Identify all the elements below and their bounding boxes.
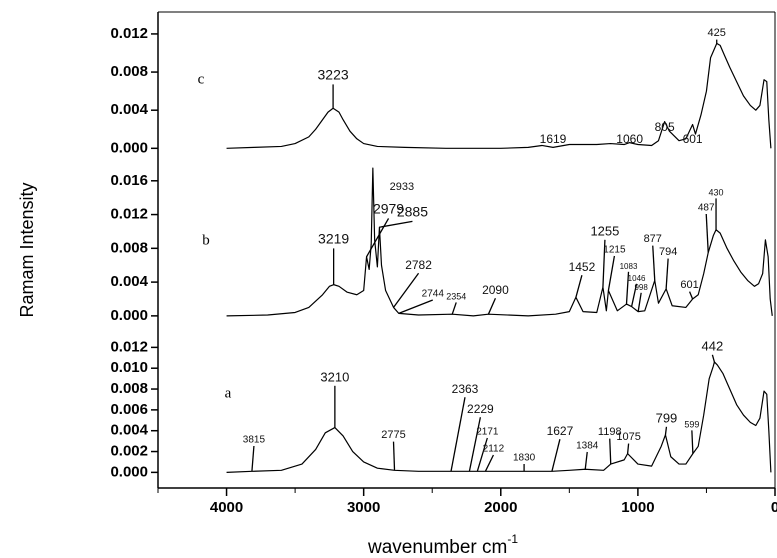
y-tick-label: 0.006 [110, 401, 148, 418]
y-tick-label: 0.004 [110, 273, 148, 290]
peak-label: 2782 [405, 258, 432, 272]
y-tick-label: 0.000 [110, 463, 148, 480]
peak-label: 1075 [616, 431, 640, 443]
y-tick-label: 0.000 [110, 307, 148, 324]
x-axis-title-main: wavenumber cm [367, 537, 507, 558]
x-tick-label: 4000 [210, 499, 243, 516]
peak-label: 805 [655, 120, 675, 134]
peak-label: 2933 [390, 181, 414, 193]
peak-label: 2744 [422, 289, 445, 300]
peak-label: 487 [698, 203, 715, 214]
peak-label: 2112 [483, 444, 505, 455]
y-tick-label: 0.008 [110, 239, 148, 256]
y-tick-label: 0.002 [110, 443, 148, 460]
peak-label: 1627 [547, 424, 574, 438]
peak-label: 2363 [452, 382, 479, 396]
peak-label: 1619 [540, 132, 567, 146]
peak-label: 1046 [628, 274, 646, 283]
peak-label: 2885 [397, 204, 428, 220]
peak-label: 2171 [476, 427, 499, 438]
y-tick-label: 0.016 [110, 172, 148, 189]
peak-label: 2090 [482, 283, 509, 297]
peak-label: 2354 [446, 291, 466, 301]
peak-label: 3223 [318, 67, 349, 83]
peak-label: 601 [680, 279, 698, 291]
peak-label: 3815 [243, 435, 266, 446]
y-tick-label: 0.004 [110, 101, 148, 118]
peak-label: 877 [644, 233, 662, 245]
peak-label: 599 [684, 419, 699, 429]
panel-label: a [225, 385, 232, 401]
peak-label: 2775 [381, 429, 405, 441]
y-tick-label: 0.008 [110, 63, 148, 80]
x-axis-title: wavenumber cm-1 [367, 532, 518, 558]
y-tick-label: 0.012 [110, 206, 148, 223]
peak-label: 1060 [616, 132, 643, 146]
y-tick-label: 0.012 [110, 338, 148, 355]
x-tick-label: 3000 [347, 499, 380, 516]
y-tick-label: 0.004 [110, 422, 148, 439]
peak-label: 601 [683, 132, 703, 146]
chart: 0.000 0.004 0.008 0.012 3223 1619 1060 805 601 42… [0, 0, 777, 558]
peak-label: 799 [656, 410, 678, 425]
x-tick-label: 1000 [621, 499, 654, 516]
x-axis-title-sup: -1 [507, 532, 518, 546]
peak-label: 1215 [603, 245, 626, 256]
peak-label: 1830 [513, 453, 536, 464]
peak-label: 425 [708, 27, 726, 39]
panel-label: b [202, 232, 210, 248]
peak-label: 1083 [620, 262, 638, 271]
y-tick-label: 0.008 [110, 380, 148, 397]
peak-label: 2229 [467, 402, 494, 416]
peak-label: 1255 [590, 223, 619, 238]
y-axis-title: Ramam Intensity [17, 182, 37, 317]
peak-label: 3219 [318, 231, 349, 247]
y-tick-label: 0.012 [110, 25, 148, 42]
peak-label: 430 [709, 187, 724, 197]
peak-label: 3210 [320, 369, 349, 384]
x-tick-label: 2000 [484, 499, 517, 516]
peak-label: 1384 [576, 441, 599, 452]
y-tick-label: 0.010 [110, 359, 148, 376]
peak-label: 1452 [569, 260, 596, 274]
x-tick-label: 0 [771, 499, 777, 516]
y-tick-label: 0.000 [110, 139, 148, 156]
panel-label: c [198, 71, 205, 87]
peak-label: 794 [659, 246, 677, 258]
peak-label: 442 [702, 338, 724, 353]
peak-label: 998 [634, 283, 648, 292]
